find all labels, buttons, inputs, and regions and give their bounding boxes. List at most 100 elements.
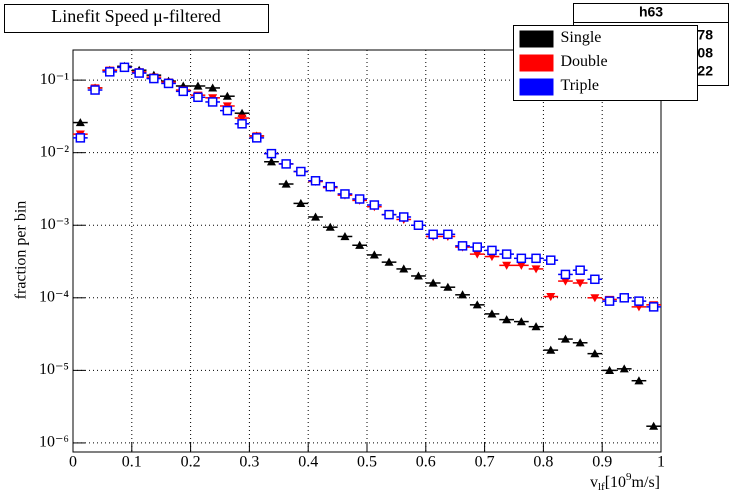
marker [590,294,600,303]
y-axis-label: fraction per bin [13,201,30,300]
data-point [572,338,588,347]
data-point [381,209,397,220]
x-label-part: [10 [605,474,626,491]
data-point [602,296,617,306]
y-tick-label: 10⁻³ [40,216,69,233]
marker [560,277,570,286]
data-point [205,97,220,107]
data-point [381,257,397,266]
data-point [587,294,603,303]
marker [310,176,321,186]
marker [119,62,130,73]
marker [354,194,365,204]
data-point [572,265,588,275]
marker [649,421,659,430]
plot-frame [72,49,662,453]
marker [458,290,468,299]
data-point [367,200,382,210]
data-point [499,315,514,324]
marker [384,209,394,220]
data-point [469,242,485,252]
data-point [131,68,147,78]
marker [472,242,482,252]
marker [311,212,321,221]
marker [134,68,144,78]
marker [208,83,218,92]
data-point [87,85,103,95]
data-point [278,159,294,169]
data-point [455,290,470,299]
marker [590,349,600,358]
data-point [337,231,353,241]
marker [487,245,497,256]
x-tick-label: 0 [69,454,77,471]
data-point [264,157,279,166]
x-tick-label: 0.4 [298,454,318,471]
marker [516,261,526,270]
data-point [234,114,250,123]
x-tick-label: 1 [657,454,665,471]
stats-value: 22 [697,63,713,79]
data-point [102,67,118,77]
stats-value: 78 [697,27,713,43]
data-point [528,253,544,264]
data-point [484,309,500,318]
data-point [425,229,441,240]
data-point [514,261,529,270]
data-point [572,279,588,288]
marker [605,365,615,374]
data-point [117,62,132,73]
legend-swatch [519,78,554,96]
y-tick-label: 10⁻⁶ [39,434,69,451]
data-point [499,261,514,270]
marker [266,157,276,166]
y-tick-label: 10⁻¹ [40,71,69,88]
data-point [308,176,323,186]
data-point [616,293,632,303]
marker [178,86,188,97]
data-point [190,81,206,90]
data-point [322,181,338,192]
marker [369,250,379,259]
marker [501,249,512,259]
data-point [146,73,162,84]
marker [619,293,629,303]
marker [325,222,335,231]
data-point [161,78,176,89]
x-label-part: lf [598,481,605,493]
x-tick-label: 0.6 [416,454,436,471]
marker [443,229,453,240]
data-point [337,189,353,199]
data-point [484,245,500,256]
data-point [73,118,88,127]
data-point [499,249,514,259]
marker [207,97,218,107]
marker [399,264,409,273]
marker [516,253,527,264]
marker [296,166,306,177]
data-point [440,229,456,240]
data-point [631,296,647,306]
marker [340,231,350,241]
marker [516,317,526,326]
marker [575,279,585,288]
data-point [514,253,529,264]
data-point [396,264,412,273]
legend-label: Triple [561,77,600,94]
marker [266,148,277,159]
data-point [646,421,661,430]
data-point [587,274,603,285]
marker [443,282,453,291]
marker [502,261,512,270]
stats-title: h63 [639,4,663,20]
data-point [249,133,265,143]
data-point [396,212,412,222]
legend-label: Double [561,53,608,70]
marker [237,119,247,129]
legend-swatch [519,30,554,48]
marker [193,92,203,103]
marker [413,220,424,230]
data-point [528,322,544,331]
marker [163,78,174,89]
x-tick-label: 0.3 [239,454,259,471]
